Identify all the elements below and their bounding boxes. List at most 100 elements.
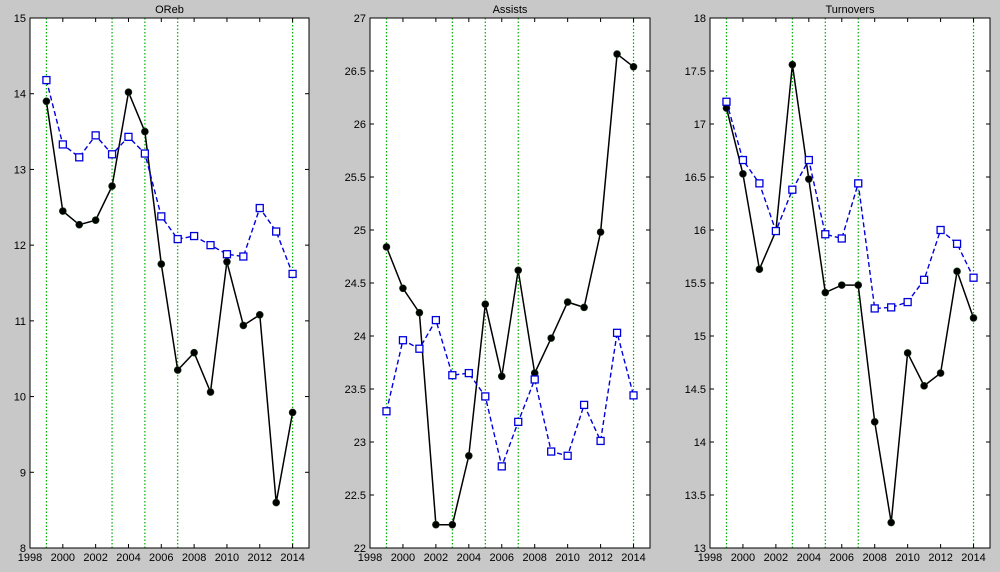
data-point-dot <box>448 520 457 529</box>
data-point-dot <box>465 451 473 460</box>
chart-title: Turnovers <box>825 4 875 16</box>
data-point-square <box>952 239 962 248</box>
chart-panel-1: OReb 1998 2000 2002 2004 2006 2008 2010 2012 2014… <box>14 4 310 564</box>
data-point-dot <box>580 303 588 312</box>
data-point-square <box>206 240 215 250</box>
y-tick-label: 26.5 <box>345 66 366 78</box>
data-point-square <box>821 230 830 239</box>
axes-frame <box>709 17 991 549</box>
data-point-dot <box>481 300 490 309</box>
data-point-dot <box>382 243 391 251</box>
x-tick-label: 2006 <box>830 552 854 564</box>
y-tick-label: 14 <box>14 89 26 101</box>
y-tick-label: 13 <box>14 164 26 176</box>
x-tick-label: 1998 <box>698 552 722 564</box>
data-point-square <box>870 304 879 313</box>
data-point-square <box>755 179 764 188</box>
plot-area <box>710 18 990 548</box>
data-point-square <box>530 375 539 384</box>
x-tick-label: 2012 <box>248 552 272 564</box>
plot-area <box>370 18 650 548</box>
plot-area <box>30 18 309 548</box>
y-tick-label: 22 <box>354 543 366 555</box>
data-point-square <box>596 436 605 446</box>
data-point-square <box>42 75 51 85</box>
data-point-dot <box>223 257 231 266</box>
x-tick-label: 2014 <box>280 552 304 564</box>
data-point-square <box>547 447 556 456</box>
data-point-square <box>837 234 846 243</box>
data-point-dot <box>415 308 424 317</box>
x-tick-label: 2004 <box>457 552 481 564</box>
data-point-square <box>788 185 797 194</box>
data-point-square <box>91 131 100 140</box>
data-point-square <box>854 179 863 188</box>
data-point-square <box>173 234 182 244</box>
data-point-dot <box>157 260 166 268</box>
data-point-dot <box>547 334 555 342</box>
data-point-dot <box>59 207 67 215</box>
y-tick-label: 15.5 <box>685 278 706 290</box>
x-tick-label: 2010 <box>895 552 919 564</box>
y-tick-label: 15 <box>694 331 706 343</box>
x-tick-label: 2012 <box>928 552 952 564</box>
data-point-square <box>514 417 523 427</box>
data-point-dot <box>432 520 440 529</box>
data-point-dot <box>563 298 572 306</box>
chart-panel-2: Assists 1998 2000 2002 2004 2006 2008 2010 2012 2… <box>345 4 651 564</box>
series-line-black <box>385 52 634 526</box>
chart-title: OReb <box>155 4 184 16</box>
data-point-square <box>481 392 490 401</box>
data-point-square <box>124 132 133 142</box>
x-tick-label: 2014 <box>621 552 645 564</box>
data-point-dot <box>953 267 961 276</box>
data-point-square <box>448 371 457 380</box>
y-tick-label: 15 <box>14 13 26 25</box>
series-line-blue <box>385 318 635 469</box>
x-tick-label: 2000 <box>731 552 755 564</box>
chart-title: Assists <box>493 4 528 16</box>
data-point-square <box>382 407 391 416</box>
y-tick-label: 24.5 <box>345 278 366 290</box>
data-point-dot <box>613 50 621 58</box>
y-tick-label: 11 <box>15 316 26 328</box>
x-tick-label: 2002 <box>424 552 448 564</box>
x-tick-label: 2002 <box>764 552 788 564</box>
y-tick-label: 13.5 <box>685 490 706 502</box>
data-point-square <box>464 368 473 378</box>
data-point-square <box>398 336 408 345</box>
data-point-square <box>887 303 896 312</box>
data-point-square <box>58 140 67 149</box>
data-point-dot <box>497 372 506 381</box>
y-tick-label: 17.5 <box>685 66 706 78</box>
data-point-dot <box>42 97 51 106</box>
x-tick-label: 2014 <box>961 552 985 564</box>
data-point-dot <box>239 321 248 330</box>
data-point-square <box>255 203 264 213</box>
data-point-dot <box>936 369 945 377</box>
axes-frame <box>369 17 651 549</box>
x-tick-label: 1998 <box>358 552 382 564</box>
data-point-dot <box>920 382 928 390</box>
data-point-dot <box>399 284 407 293</box>
x-tick-label: 2012 <box>588 552 612 564</box>
data-point-dot <box>821 288 830 297</box>
x-tick-label: 2010 <box>555 552 579 564</box>
y-tick-label: 24 <box>354 331 366 343</box>
data-point-square <box>771 226 781 236</box>
x-tick-label: 2008 <box>522 552 546 564</box>
data-point-square <box>107 150 117 159</box>
data-point-dot <box>596 228 605 236</box>
data-point-dot <box>272 498 280 507</box>
data-point-square <box>157 212 166 221</box>
data-point-dot <box>903 349 912 357</box>
data-point-square <box>431 315 441 325</box>
chart-panel-3: Turnovers 1998 2000 2002 2004 2006 2008 2010 201… <box>685 4 991 564</box>
y-tick-label: 14.5 <box>685 384 706 396</box>
y-tick-label: 25.5 <box>345 172 366 184</box>
data-point-square <box>738 155 748 165</box>
data-point-square <box>919 275 929 284</box>
data-point-square <box>936 225 945 235</box>
data-point-square <box>288 269 297 279</box>
